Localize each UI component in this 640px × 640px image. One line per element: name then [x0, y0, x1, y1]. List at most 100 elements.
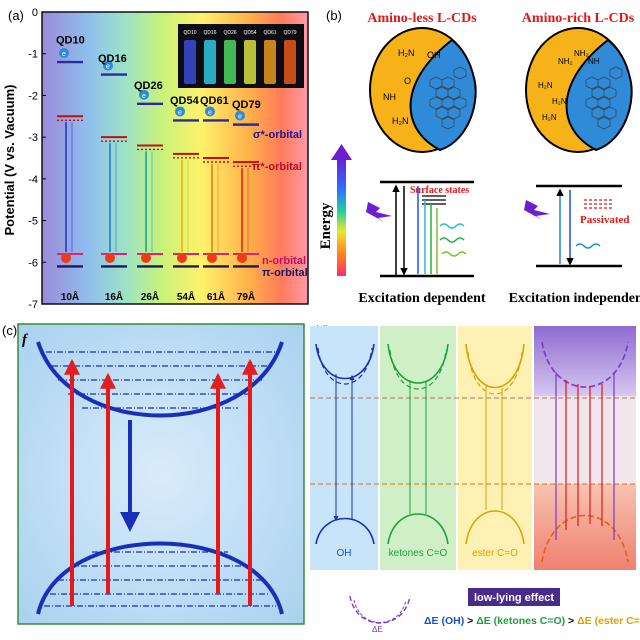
- delta-e-equation: ΔE (OH) > ΔE (ketones C=O) > ΔE (ester C…: [424, 615, 640, 627]
- excitation-lightning-icon: [366, 202, 392, 222]
- y-tick-label: -3: [28, 132, 38, 144]
- eq-gt-1: >: [464, 615, 476, 627]
- sigma-orbital-label: σ*-orbital: [253, 129, 302, 141]
- vial-label: QD61: [263, 30, 276, 36]
- lower-band-curve: [36, 541, 284, 615]
- left-caption: Excitation dependent: [358, 291, 486, 306]
- x-tick-label: 26Å: [141, 290, 159, 303]
- surface-states-label: Surface states: [410, 185, 469, 196]
- y-tick-label: -2: [28, 90, 38, 102]
- panel-a: (a) 0 -1 -2 -3 -4 -5 -6 -7 Potential (V vs. Vac…: [2, 7, 309, 311]
- x-tick-label: 10Å: [61, 290, 79, 303]
- vial-label: QD26: [223, 30, 236, 36]
- right-title: Amino-rich L-CDs: [522, 11, 635, 26]
- pi-orbital-label: π-orbital: [262, 267, 308, 279]
- x-tick-labels: 10Å 16Å 26Å 54Å 61Å 79Å: [61, 290, 255, 303]
- x-tick-label: 16Å: [105, 290, 123, 303]
- low-lying-gap: [534, 396, 636, 484]
- right-caption: Excitation independent: [509, 291, 640, 306]
- y-tick-label: -1: [28, 49, 38, 61]
- y-tick-label: -7: [28, 299, 38, 311]
- vial: [204, 40, 216, 84]
- hole-marker: [141, 252, 151, 263]
- vials: QD10 QD16 QD26 QD54 QD61 QD79: [183, 30, 297, 84]
- amino-less-dot: OH H₂N NH H₂N O: [369, 27, 477, 153]
- group-label: NH: [383, 92, 396, 102]
- lower-sublevels: [44, 551, 276, 607]
- y-tick-label: 0: [32, 7, 38, 19]
- panel-b-letter: (b): [326, 8, 342, 23]
- n-orbital-label: n-orbital: [262, 255, 306, 267]
- group-label: NH: [588, 57, 600, 66]
- qd-label: QD10: [56, 34, 85, 46]
- panel-c-letter: (c): [2, 323, 17, 338]
- qd-label: QD16: [98, 53, 127, 65]
- vial-inset: QD10 QD16 QD26 QD54 QD61 QD79: [178, 24, 304, 88]
- electron-marker: [103, 60, 113, 71]
- electron-marker: [139, 89, 149, 100]
- group-label: OH: [427, 50, 441, 60]
- vial: [264, 40, 276, 84]
- energy-label: Energy: [318, 202, 334, 249]
- low-lying-badge: [468, 588, 560, 606]
- y-tick-labels: 0 -1 -2 -3 -4 -5 -6 -7: [28, 7, 46, 311]
- electron-label: e: [106, 64, 110, 71]
- electron-label: e: [142, 93, 146, 100]
- delta-e-inset: ΔE: [349, 595, 411, 634]
- y-tick-label: -4: [28, 174, 38, 186]
- vial-label: QD10: [183, 30, 196, 36]
- electron-label: e: [178, 109, 182, 116]
- delta-e-small-label: ΔE: [372, 625, 383, 634]
- group-label: O: [404, 76, 411, 86]
- x-tick-label: 54Å: [177, 290, 195, 303]
- hole-marker: [177, 252, 187, 263]
- eq-ester: ΔE (ester C=O ): [577, 615, 640, 627]
- electron-marker: [59, 48, 69, 59]
- x-tick-label: 79Å: [237, 290, 255, 303]
- upper-band-curve: [36, 341, 284, 418]
- vial-label: QD54: [243, 30, 256, 36]
- hole-marker: [61, 252, 71, 263]
- oh-scheme: OH: [315, 343, 375, 559]
- low-lying-top-band: [534, 326, 636, 396]
- vial: [184, 40, 196, 84]
- panel-d: (d) OH ketones C=O: [310, 323, 640, 634]
- panel-a-frame: [41, 11, 309, 305]
- electron-marker: [175, 106, 185, 117]
- electron-marker: [205, 106, 215, 117]
- left-title: Amino-less L-CDs: [367, 11, 477, 26]
- eq-oh: ΔE (OH): [424, 615, 464, 627]
- hole-marker: [207, 252, 217, 263]
- amino-rich-dot: NH₂ NH₂ H₂N H₂N NH H₂N: [525, 27, 633, 153]
- ester-label: ester C=O: [472, 548, 518, 559]
- ester-scheme: ester C=O: [465, 343, 525, 559]
- passivated-label: Passivated: [580, 214, 630, 226]
- ketones-scheme: ketones C=O: [387, 343, 449, 559]
- group-label: H₂N: [398, 48, 415, 58]
- left-energy-scheme: Surface states: [366, 180, 474, 278]
- hole-marker: [105, 252, 115, 263]
- group-label: NH₂: [558, 57, 573, 66]
- eq-ketones: ΔE (ketones C=O): [476, 615, 565, 627]
- qd-label: QD26: [134, 80, 163, 92]
- y-tick-label: -5: [28, 216, 38, 228]
- group-label: H₂N: [538, 81, 553, 90]
- qd-label: QD54: [170, 95, 200, 107]
- energy-gradient-bar: [337, 158, 346, 276]
- eq-gt-2: >: [565, 615, 577, 627]
- electron-label: e: [238, 114, 242, 121]
- panel-c: (c) f: [2, 323, 305, 625]
- y-axis-label: Potential (V vs. Vacuum): [2, 85, 17, 236]
- pi-star-orbital-label: π*-orbital: [252, 161, 302, 173]
- low-lying-bottom-band: [534, 484, 636, 570]
- vial-label: QD79: [283, 30, 296, 36]
- panel-b: (b) Amino-less L-CDs Amino-rich L-CDs OH…: [318, 8, 640, 306]
- y-tick-label: -6: [28, 257, 38, 269]
- hole-marker: [237, 252, 247, 263]
- oh-label: OH: [337, 548, 352, 559]
- panel-a-letter: (a): [8, 8, 24, 23]
- right-energy-scheme: Passivated: [524, 184, 630, 268]
- vial-label: QD16: [203, 30, 216, 36]
